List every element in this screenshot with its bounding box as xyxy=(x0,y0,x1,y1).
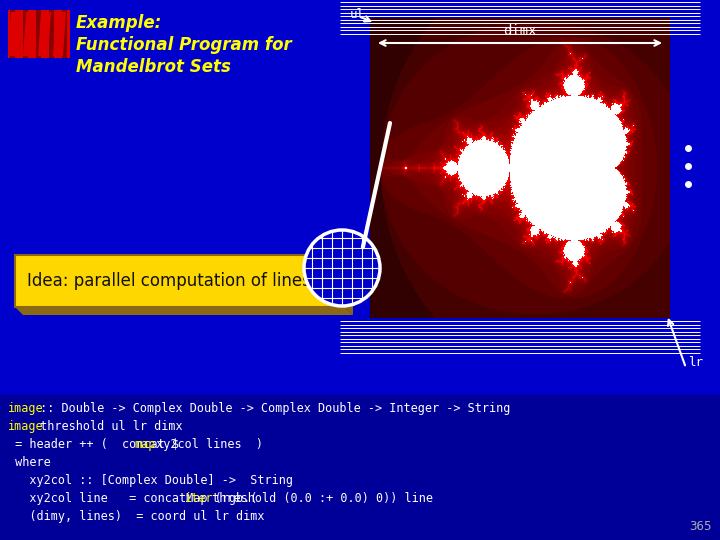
Polygon shape xyxy=(8,12,21,56)
Text: threshold ul lr dimx: threshold ul lr dimx xyxy=(33,420,183,433)
Text: image: image xyxy=(8,402,44,415)
Polygon shape xyxy=(15,307,353,315)
FancyBboxPatch shape xyxy=(23,10,28,58)
Polygon shape xyxy=(345,255,353,315)
Text: xy2col :: [Complex Double] ->  String: xy2col :: [Complex Double] -> String xyxy=(8,474,293,487)
Text: xy2col line   = concatMap (rgb.(: xy2col line = concatMap (rgb.( xyxy=(8,492,257,505)
Polygon shape xyxy=(23,12,36,56)
Text: Idea: parallel computation of lines: Idea: parallel computation of lines xyxy=(27,272,311,290)
Polygon shape xyxy=(38,12,51,56)
Text: Example:: Example: xyxy=(76,14,162,32)
Circle shape xyxy=(304,230,380,306)
FancyBboxPatch shape xyxy=(15,255,345,307)
Text: lr: lr xyxy=(688,356,703,369)
FancyBboxPatch shape xyxy=(10,10,15,58)
FancyBboxPatch shape xyxy=(0,395,720,540)
Text: ul: ul xyxy=(350,8,365,21)
Text: 365: 365 xyxy=(690,520,712,533)
Text: xy2col lines  ): xy2col lines ) xyxy=(150,438,264,451)
Text: dimx: dimx xyxy=(503,24,536,38)
Text: Functional Program for: Functional Program for xyxy=(76,36,292,54)
FancyBboxPatch shape xyxy=(49,10,54,58)
Polygon shape xyxy=(53,12,66,56)
Text: threshold (0.0 :+ 0.0) 0)) line: threshold (0.0 :+ 0.0) 0)) line xyxy=(205,492,433,505)
Text: (dimy, lines)  = coord ul lr dimx: (dimy, lines) = coord ul lr dimx xyxy=(8,510,264,523)
Text: where: where xyxy=(8,456,50,469)
FancyBboxPatch shape xyxy=(62,10,67,58)
Text: image: image xyxy=(8,420,44,433)
FancyBboxPatch shape xyxy=(36,10,41,58)
Text: iter: iter xyxy=(185,492,213,505)
Text: map: map xyxy=(134,438,156,451)
Text: = header ++ (  concat $: = header ++ ( concat $ xyxy=(8,438,186,451)
Text: Mandelbrot Sets: Mandelbrot Sets xyxy=(76,58,231,76)
FancyBboxPatch shape xyxy=(8,10,70,58)
Text: :: Double -> Complex Double -> Complex Double -> Integer -> String: :: Double -> Complex Double -> Complex D… xyxy=(33,402,510,415)
